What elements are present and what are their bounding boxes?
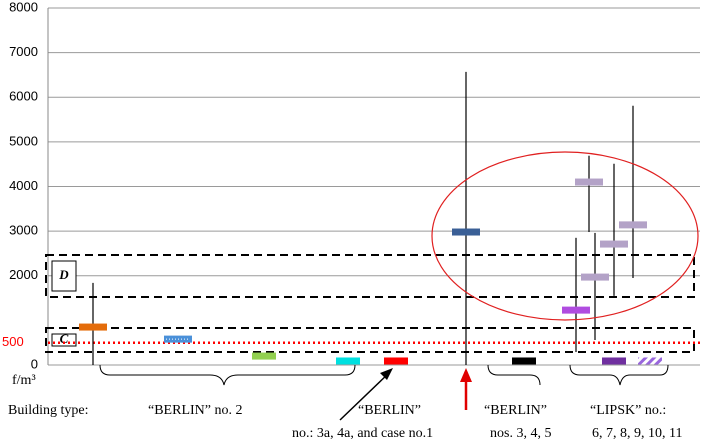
annotation: nos. 3, 4, 5 bbox=[490, 426, 551, 441]
arrow-head bbox=[380, 368, 393, 380]
annotation: “BERLIN” bbox=[484, 403, 547, 418]
zone-label-box bbox=[51, 260, 77, 292]
y-tick-label: 5000 bbox=[9, 133, 38, 148]
brace bbox=[99, 364, 356, 386]
annotation: 6, 7, 8, 9, 10, 11 bbox=[592, 426, 682, 441]
y-tick-label: 2000 bbox=[9, 267, 38, 282]
annotation: no.: 3a, 4a, and case no.1 bbox=[292, 426, 433, 441]
mean-bar bbox=[512, 357, 536, 365]
mean-bar bbox=[79, 323, 107, 331]
reference-label: 500 bbox=[2, 334, 24, 349]
y-tick-label: 7000 bbox=[9, 44, 38, 59]
brace bbox=[569, 364, 669, 386]
mean-bar bbox=[602, 357, 626, 365]
zone-box bbox=[45, 327, 695, 353]
annotation: “LIPSK” no.: bbox=[590, 403, 666, 418]
mean-bar bbox=[581, 273, 609, 281]
mean-bar bbox=[562, 306, 590, 314]
mean-bar bbox=[638, 357, 662, 365]
highlight-ellipse bbox=[431, 151, 699, 321]
y-tick-label: 3000 bbox=[9, 223, 38, 238]
y-tick-label: 8000 bbox=[9, 0, 38, 14]
mean-bar bbox=[252, 352, 276, 360]
arrow bbox=[339, 371, 391, 421]
mean-bar bbox=[619, 221, 647, 229]
zone-box bbox=[45, 254, 695, 298]
annotation: “BERLIN” bbox=[358, 403, 421, 418]
mean-bar bbox=[600, 240, 628, 248]
mean-bar bbox=[336, 357, 360, 365]
mean-bar bbox=[384, 357, 408, 365]
mean-bar bbox=[575, 178, 603, 186]
zone-label: D bbox=[58, 267, 69, 282]
brace bbox=[487, 364, 541, 386]
y-tick-label: 6000 bbox=[9, 89, 38, 104]
annotation: Building type: bbox=[8, 403, 89, 418]
arrow-head bbox=[460, 368, 472, 382]
y-tick-label: 0 bbox=[31, 356, 38, 371]
annotation: “BERLIN” no. 2 bbox=[148, 403, 242, 418]
y-axis-label: f/m³ bbox=[12, 373, 36, 388]
zone-label: C bbox=[60, 331, 69, 346]
mean-bar bbox=[452, 228, 480, 236]
y-tick-label: 4000 bbox=[9, 178, 38, 193]
